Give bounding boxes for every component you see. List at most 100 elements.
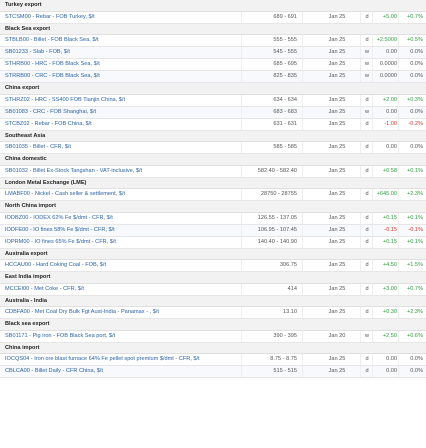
price-date: Jan 25	[328, 144, 346, 150]
price-frequency: d	[365, 238, 369, 245]
column-divider	[241, 118, 242, 130]
price-range: 689 - 691	[273, 13, 297, 20]
column-divider	[398, 165, 399, 177]
price-frequency: w	[364, 108, 370, 115]
column-divider	[360, 212, 361, 224]
table-row[interactable]: SB01083 - CRC - FOB Shanghai, $/t 683 - 6…	[0, 106, 426, 119]
column-divider	[398, 142, 399, 153]
price-frequency: d	[365, 285, 369, 292]
table-row[interactable]: IODFE00 - IO fines 58% Fe $/dmt - CFR, $…	[0, 224, 426, 237]
price-name-link[interactable]: STCBZ02 - Rebar - FOB China, $/t	[5, 120, 92, 127]
column-divider	[372, 283, 373, 295]
section-header: Turkey export	[0, 0, 426, 12]
price-name-link[interactable]: STBLB00 - Billet - FOB Black Sea, $/t	[5, 37, 99, 43]
table-row[interactable]: SB01032 - Billet Ex-Stock Tangshan - VAT…	[0, 165, 426, 178]
column-divider	[302, 189, 303, 200]
column-divider	[398, 307, 399, 318]
price-name-link[interactable]: SB01083 - CRC - FOB Shanghai, $/t	[5, 108, 97, 115]
price-change: +0.30	[382, 309, 397, 315]
table-row[interactable]: STHRZ02 - HRC - SS400 FOB Tianjin China,…	[0, 94, 426, 107]
column-divider	[398, 236, 399, 248]
table-row[interactable]: STCSM00 - Rebar - FOB Turkey, $/t 689 - 6…	[0, 11, 426, 24]
price-date: Jan 25	[328, 226, 346, 233]
price-name-link[interactable]: HCCAU00 - Hard Coking Coal - FOB, $/t	[5, 262, 107, 268]
table-row[interactable]: STBLB00 - Billet - FOB Black Sea, $/t 555…	[0, 35, 426, 47]
price-name-link[interactable]: LMABF00 - Nickel - Cash seller & settlem…	[5, 191, 125, 197]
price-name-link[interactable]: SB01032 - Billet Ex-Stock Tangshan - VAT…	[5, 167, 143, 174]
price-change-percent: +0.7%	[406, 285, 423, 292]
price-range: 545 - 555	[273, 49, 297, 55]
column-divider	[360, 71, 361, 82]
price-name-link[interactable]: STHRZ02 - HRC - SS400 FOB Tianjin China,…	[5, 96, 125, 103]
table-row[interactable]: SB01171 - Pig iron - FOB Black Sea port,…	[0, 330, 426, 343]
table-row[interactable]: HCCAU00 - Hard Coking Coal - FOB, $/t 306…	[0, 260, 426, 272]
price-change: 0.00	[386, 108, 397, 115]
price-range: 414	[287, 285, 297, 292]
price-range: 126.55 - 137.05	[257, 214, 297, 221]
price-frequency: d	[365, 356, 369, 362]
price-change-percent: 0.0%	[410, 108, 423, 115]
table-row[interactable]: STCBZ02 - Rebar - FOB China, $/t 631 - 63…	[0, 118, 426, 131]
table-row[interactable]: CBLCA00 - Billet Daily - CFR China, $/t 5…	[0, 366, 426, 378]
column-divider	[360, 47, 361, 58]
price-change-percent: -0.2%	[408, 120, 423, 127]
column-divider	[241, 366, 242, 377]
price-frequency: d	[365, 214, 369, 221]
column-divider	[372, 189, 373, 200]
price-change: 0.00	[386, 368, 397, 374]
price-name-link[interactable]: CBLCA00 - Billet Daily - CFR China, $/t	[5, 368, 103, 374]
price-name-link[interactable]: MCCEI00 - Met Coke - CFR, $/t	[5, 285, 84, 292]
column-divider	[372, 224, 373, 236]
price-name-link[interactable]: SB01035 - Billet - CFR, $/t	[5, 144, 71, 150]
table-row[interactable]: IOPRM00 - IO fines 65% Fe $/dmt - CFR, $…	[0, 236, 426, 249]
table-row[interactable]: IODBZ00 - IODEX 62% Fe $/dmt - CFR, $/t 1…	[0, 212, 426, 225]
table-row[interactable]: STHRB00 - HRC - FOB Black Sea, $/t 685 - …	[0, 59, 426, 71]
price-name-link[interactable]: SB01233 - Slab - FOB, $/t	[5, 49, 70, 55]
column-divider	[302, 35, 303, 46]
table-row[interactable]: MCCEI00 - Met Coke - CFR, $/t 414 Jan 25 d +…	[0, 283, 426, 296]
price-name-link[interactable]: SB01171 - Pig iron - FOB Black Sea port,…	[5, 332, 116, 339]
price-change: +3.00	[382, 285, 397, 292]
column-divider	[302, 260, 303, 271]
column-divider	[360, 11, 361, 23]
price-name-link[interactable]: CDBFA00 - Met Coal Dry Bulk Fgt Aust-Ind…	[5, 309, 159, 315]
column-divider	[241, 59, 242, 70]
price-name-link[interactable]: STHRB00 - HRC - FOB Black Sea, $/t	[5, 61, 100, 67]
price-name-link[interactable]: STCSM00 - Rebar - FOB Turkey, $/t	[5, 13, 95, 20]
column-divider	[302, 94, 303, 106]
price-date: Jan 25	[328, 13, 346, 20]
price-change-percent: 0.0%	[410, 73, 423, 79]
price-range: 582.40 - 582.40	[257, 167, 297, 174]
column-divider	[398, 330, 399, 342]
price-change: 0.00	[386, 144, 397, 150]
price-range: 585 - 585	[273, 144, 297, 150]
price-change: +2.50	[382, 332, 397, 339]
price-change: +645.00	[376, 191, 397, 197]
table-row[interactable]: STRRB00 - CRC - FOB Black Sea, $/t 825 - …	[0, 71, 426, 83]
price-name-link[interactable]: IOPRM00 - IO fines 65% Fe $/dmt - CFR, $…	[5, 238, 116, 245]
price-range: 631 - 631	[273, 120, 297, 127]
price-name-link[interactable]: IODBZ00 - IODEX 62% Fe $/dmt - CFR, $/t	[5, 214, 113, 221]
column-divider	[241, 354, 242, 365]
table-row[interactable]: SB01233 - Slab - FOB, $/t 545 - 555 Jan 25…	[0, 47, 426, 59]
column-divider	[372, 354, 373, 365]
column-divider	[302, 224, 303, 236]
table-row[interactable]: CDBFA00 - Met Coal Dry Bulk Fgt Aust-Ind…	[0, 307, 426, 319]
table-row[interactable]: IOCQS04 - Iron ore blast furnace 64% Fe …	[0, 354, 426, 366]
price-name-link[interactable]: IODFE00 - IO fines 58% Fe $/dmt - CFR, $…	[5, 226, 115, 233]
column-divider	[241, 330, 242, 342]
column-divider	[302, 47, 303, 58]
column-divider	[398, 47, 399, 58]
column-divider	[360, 118, 361, 130]
price-name-link[interactable]: IOCQS04 - Iron ore blast furnace 64% Fe …	[5, 356, 200, 362]
price-date: Jan 25	[328, 309, 346, 315]
price-change: 0.0000	[379, 73, 397, 79]
section-header: Australia export	[0, 248, 426, 260]
column-divider	[241, 11, 242, 23]
column-divider	[302, 212, 303, 224]
table-row[interactable]: LMABF00 - Nickel - Cash seller & settlem…	[0, 189, 426, 201]
price-frequency: d	[365, 191, 369, 197]
price-name-link[interactable]: STRRB00 - CRC - FOB Black Sea, $/t	[5, 73, 100, 79]
table-row[interactable]: SB01035 - Billet - CFR, $/t 585 - 585 Jan …	[0, 142, 426, 154]
column-divider	[360, 189, 361, 200]
